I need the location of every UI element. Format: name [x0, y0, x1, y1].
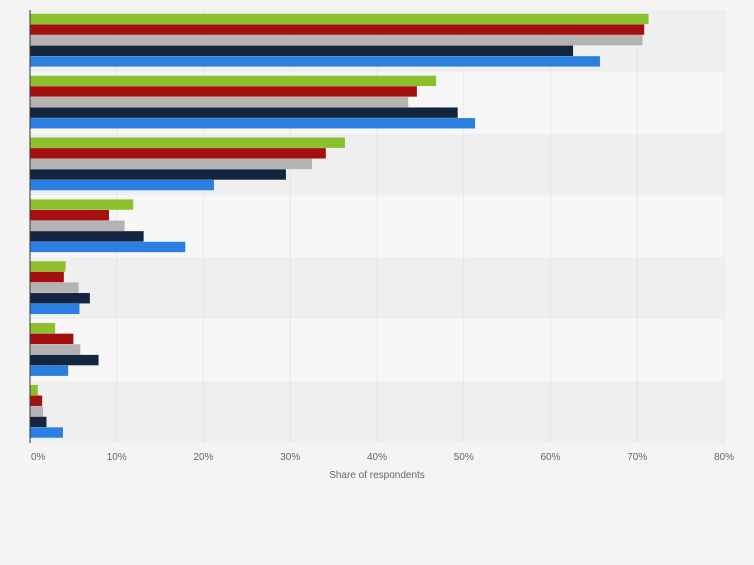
bar — [30, 179, 214, 191]
bar — [30, 354, 99, 366]
x-tick-label: 10% — [107, 452, 127, 463]
x-tick-labels: 0% 10% 20% 30% 40% 50% 60% 70% 80% — [31, 452, 734, 463]
bar — [30, 333, 74, 345]
bar — [30, 148, 326, 159]
bar — [30, 13, 649, 25]
bar — [30, 395, 43, 406]
x-tick-label: 60% — [540, 452, 560, 463]
bar — [30, 209, 109, 221]
bar — [30, 56, 600, 67]
bar — [30, 282, 79, 293]
bar — [30, 137, 345, 148]
bar — [30, 261, 66, 272]
bar — [30, 231, 144, 242]
bar — [30, 365, 69, 376]
bar — [30, 344, 81, 355]
x-tick-label: 40% — [367, 452, 387, 463]
x-axis-label: Share of respondents — [329, 470, 425, 481]
bar — [30, 107, 458, 118]
bar — [30, 158, 312, 170]
bar — [30, 303, 80, 315]
bar — [30, 271, 64, 283]
bar — [30, 416, 47, 428]
x-tick-label: 50% — [454, 452, 474, 463]
bar — [30, 35, 643, 46]
x-tick-label: 0% — [31, 452, 46, 463]
bar — [30, 323, 56, 334]
bar — [30, 241, 186, 253]
bar — [30, 220, 125, 231]
bar — [30, 169, 286, 180]
bar — [30, 45, 574, 56]
x-tick-label: 80% — [714, 452, 734, 463]
bar — [30, 75, 436, 87]
x-tick-label: 20% — [193, 452, 213, 463]
bar — [30, 118, 476, 129]
bar — [30, 96, 409, 108]
bar — [30, 406, 44, 417]
x-tick-label: 70% — [627, 452, 647, 463]
bar — [30, 384, 38, 396]
bar — [30, 24, 645, 35]
bar — [30, 427, 63, 438]
bar — [30, 86, 417, 97]
x-tick-label: 30% — [280, 452, 300, 463]
bars — [30, 13, 649, 438]
bar — [30, 199, 134, 210]
bar — [30, 293, 90, 304]
